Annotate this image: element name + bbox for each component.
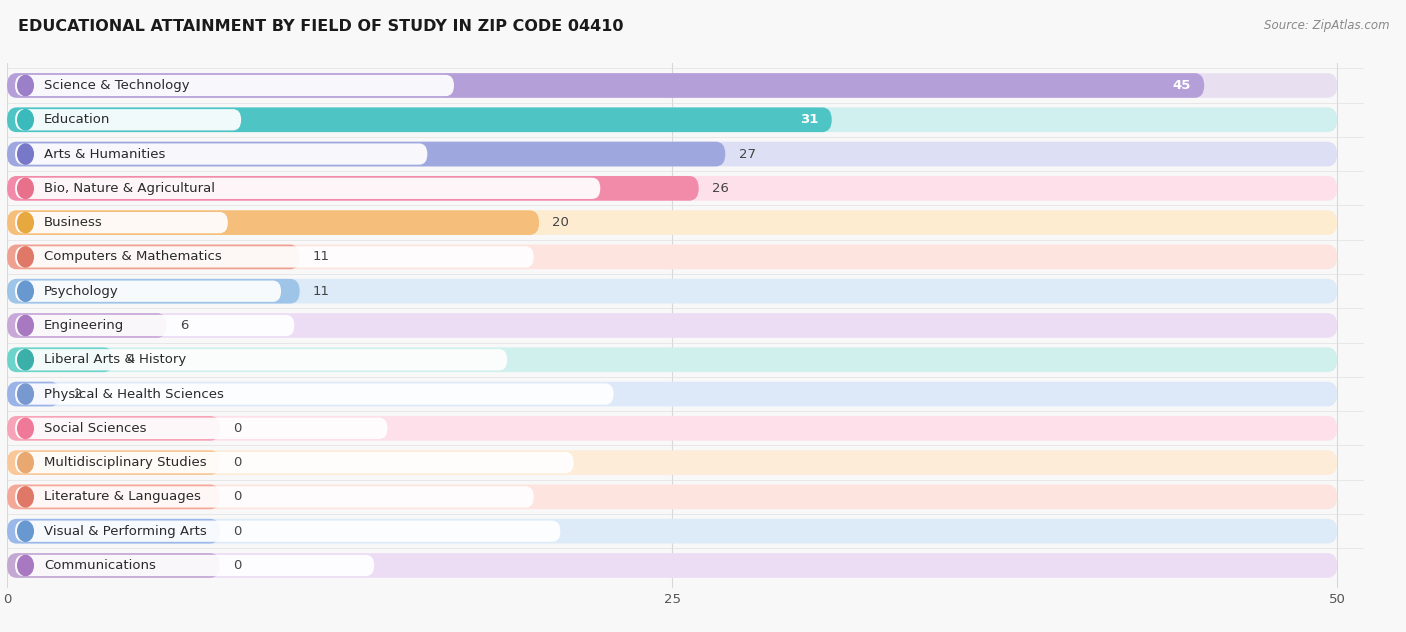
Circle shape <box>18 110 34 130</box>
FancyBboxPatch shape <box>7 245 1337 269</box>
FancyBboxPatch shape <box>7 485 219 509</box>
FancyBboxPatch shape <box>15 75 454 96</box>
Circle shape <box>18 487 34 507</box>
Circle shape <box>18 212 34 233</box>
Text: 6: 6 <box>180 319 188 332</box>
FancyBboxPatch shape <box>7 313 167 338</box>
Text: 0: 0 <box>233 525 242 538</box>
Text: Education: Education <box>44 113 110 126</box>
Circle shape <box>18 384 34 404</box>
Text: Source: ZipAtlas.com: Source: ZipAtlas.com <box>1264 19 1389 32</box>
Text: 26: 26 <box>711 182 728 195</box>
Text: Arts & Humanities: Arts & Humanities <box>44 147 166 161</box>
FancyBboxPatch shape <box>7 450 219 475</box>
FancyBboxPatch shape <box>7 348 1337 372</box>
FancyBboxPatch shape <box>7 73 1204 98</box>
Text: 27: 27 <box>738 147 755 161</box>
Circle shape <box>18 453 34 473</box>
FancyBboxPatch shape <box>7 142 1337 166</box>
Text: Science & Technology: Science & Technology <box>44 79 190 92</box>
FancyBboxPatch shape <box>7 107 1337 132</box>
FancyBboxPatch shape <box>7 553 1337 578</box>
Text: Psychology: Psychology <box>44 284 118 298</box>
FancyBboxPatch shape <box>15 315 294 336</box>
FancyBboxPatch shape <box>7 485 1337 509</box>
FancyBboxPatch shape <box>15 246 534 267</box>
Circle shape <box>18 556 34 576</box>
Text: Visual & Performing Arts: Visual & Performing Arts <box>44 525 207 538</box>
FancyBboxPatch shape <box>7 519 219 544</box>
FancyBboxPatch shape <box>7 142 725 166</box>
Circle shape <box>18 178 34 198</box>
Circle shape <box>18 418 34 439</box>
FancyBboxPatch shape <box>15 555 374 576</box>
Circle shape <box>18 247 34 267</box>
FancyBboxPatch shape <box>15 349 508 370</box>
FancyBboxPatch shape <box>15 109 242 130</box>
FancyBboxPatch shape <box>7 382 1337 406</box>
FancyBboxPatch shape <box>15 384 613 404</box>
FancyBboxPatch shape <box>7 107 832 132</box>
FancyBboxPatch shape <box>7 382 60 406</box>
FancyBboxPatch shape <box>15 486 534 507</box>
FancyBboxPatch shape <box>7 176 1337 201</box>
Text: Computers & Mathematics: Computers & Mathematics <box>44 250 222 264</box>
FancyBboxPatch shape <box>15 178 600 199</box>
FancyBboxPatch shape <box>15 521 561 542</box>
Text: 11: 11 <box>314 284 330 298</box>
Circle shape <box>18 144 34 164</box>
Text: 0: 0 <box>233 559 242 572</box>
Text: EDUCATIONAL ATTAINMENT BY FIELD OF STUDY IN ZIP CODE 04410: EDUCATIONAL ATTAINMENT BY FIELD OF STUDY… <box>18 19 624 34</box>
FancyBboxPatch shape <box>15 281 281 302</box>
Circle shape <box>18 521 34 541</box>
Text: Bio, Nature & Agricultural: Bio, Nature & Agricultural <box>44 182 215 195</box>
FancyBboxPatch shape <box>7 450 1337 475</box>
Circle shape <box>18 281 34 301</box>
FancyBboxPatch shape <box>7 348 114 372</box>
FancyBboxPatch shape <box>15 143 427 165</box>
FancyBboxPatch shape <box>7 279 299 303</box>
FancyBboxPatch shape <box>7 245 299 269</box>
Circle shape <box>18 75 34 95</box>
Text: 4: 4 <box>127 353 135 367</box>
Text: Communications: Communications <box>44 559 156 572</box>
FancyBboxPatch shape <box>7 176 699 201</box>
Text: Physical & Health Sciences: Physical & Health Sciences <box>44 387 224 401</box>
Text: 0: 0 <box>233 422 242 435</box>
Text: Multidisciplinary Studies: Multidisciplinary Studies <box>44 456 207 469</box>
Text: Social Sciences: Social Sciences <box>44 422 146 435</box>
FancyBboxPatch shape <box>7 73 1337 98</box>
Text: Literature & Languages: Literature & Languages <box>44 490 201 504</box>
FancyBboxPatch shape <box>7 313 1337 338</box>
Text: 45: 45 <box>1173 79 1191 92</box>
Text: 0: 0 <box>233 456 242 469</box>
Text: 0: 0 <box>233 490 242 504</box>
Circle shape <box>18 315 34 336</box>
Text: 20: 20 <box>553 216 569 229</box>
Text: 31: 31 <box>800 113 818 126</box>
Text: Liberal Arts & History: Liberal Arts & History <box>44 353 186 367</box>
FancyBboxPatch shape <box>15 212 228 233</box>
FancyBboxPatch shape <box>15 452 574 473</box>
Text: 11: 11 <box>314 250 330 264</box>
FancyBboxPatch shape <box>7 416 1337 441</box>
FancyBboxPatch shape <box>7 210 538 235</box>
FancyBboxPatch shape <box>15 418 388 439</box>
FancyBboxPatch shape <box>7 553 219 578</box>
Text: 2: 2 <box>73 387 82 401</box>
Circle shape <box>18 349 34 370</box>
FancyBboxPatch shape <box>7 519 1337 544</box>
Text: Business: Business <box>44 216 103 229</box>
FancyBboxPatch shape <box>7 279 1337 303</box>
FancyBboxPatch shape <box>7 416 219 441</box>
FancyBboxPatch shape <box>7 210 1337 235</box>
Text: Engineering: Engineering <box>44 319 124 332</box>
